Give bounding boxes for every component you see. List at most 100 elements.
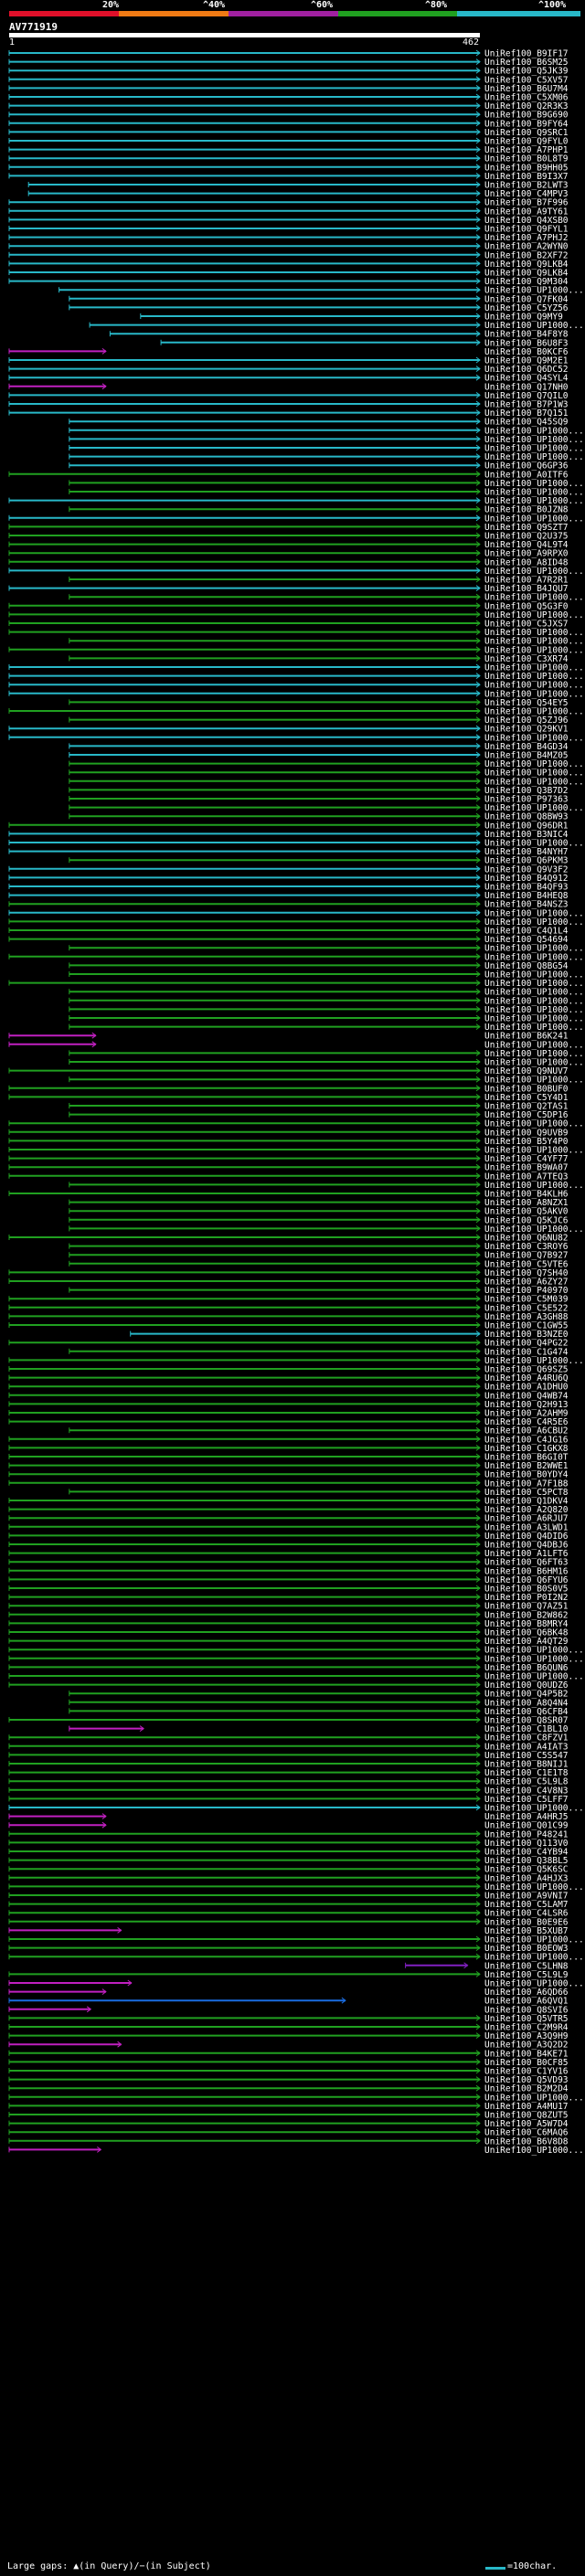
hit-row[interactable]: UniRef100_UP1000... [8,1882,584,1892]
hit-row[interactable]: UniRef100_UP1000... [8,1935,584,1945]
hit-label[interactable]: UniRef100_C3ROY6 [484,1242,569,1252]
hit-label[interactable]: UniRef100_Q113V0 [484,1839,569,1849]
hit-label[interactable]: UniRef100_UP1000... [484,707,584,717]
hit-row[interactable]: UniRef100_Q01C99 [8,1821,569,1831]
hit-label[interactable]: UniRef100_UP1000... [484,1119,584,1129]
hit-row[interactable]: UniRef100_UP1000... [8,1654,584,1664]
hit-label[interactable]: UniRef100_UP1000... [484,1654,584,1664]
hit-row[interactable]: UniRef100_A7TEQ3 [8,1171,569,1182]
hit-row[interactable]: UniRef100_Q9UVB9 [8,1128,569,1138]
hit-row[interactable]: UniRef100_UP1000... [8,681,584,691]
hit-label[interactable]: UniRef100_Q0UDZ6 [484,1680,569,1691]
hit-label[interactable]: UniRef100_Q8ZUT5 [484,2111,569,2121]
hit-label[interactable]: UniRef100_B9HH05 [484,163,569,173]
hit-label[interactable]: UniRef100_UP1000... [484,496,584,506]
hit-label[interactable]: UniRef100_UP1000... [484,1146,584,1156]
hit-label[interactable]: UniRef100_B0E9E6 [484,1917,569,1927]
hit-label[interactable]: UniRef100_B6GI0T [484,1453,569,1463]
hit-label[interactable]: UniRef100_Q6FYU6 [484,1575,569,1585]
hit-row[interactable]: UniRef100_B4NSZ3 [8,900,569,910]
hit-label[interactable]: UniRef100_P40970 [484,1286,569,1296]
hit-row[interactable]: UniRef100_UP1000... [69,1005,584,1015]
hit-label[interactable]: UniRef100_B0L8T9 [484,154,569,164]
hit-label[interactable]: UniRef100_A9RPX0 [484,549,569,559]
hit-label[interactable]: UniRef100_Q9NUV7 [484,1066,569,1076]
hit-label[interactable]: UniRef100_B0EOW3 [484,1944,569,1954]
hit-row[interactable]: UniRef100_C1YV16 [8,2067,569,2077]
hit-label[interactable]: UniRef100_Q96DR1 [484,821,569,831]
hit-row[interactable]: UniRef100_UP1000... [8,645,584,655]
hit-label[interactable]: UniRef100_A7PHP1 [484,145,569,155]
hit-row[interactable]: UniRef100_Q5JK39 [8,67,569,77]
hit-label[interactable]: UniRef100_UP1000... [484,803,584,813]
hit-row[interactable]: UniRef100_Q4XSB0 [8,216,569,226]
hit-label[interactable]: UniRef100_UP1000... [484,1005,584,1015]
hit-label[interactable]: UniRef100_UP1000... [484,1935,584,1945]
hit-label[interactable]: UniRef100_Q8BG54 [484,961,569,971]
hit-label[interactable]: UniRef100_Q4WB74 [484,1391,569,1401]
hit-label[interactable]: UniRef100_A0ITF6 [484,470,569,480]
hit-row[interactable]: UniRef100_C5E522 [8,1303,569,1313]
hit-row[interactable]: UniRef100_UP1000... [8,839,584,849]
hit-row[interactable]: UniRef100_Q54EY5 [69,698,569,708]
hit-label[interactable]: UniRef100_UP1000... [484,645,584,655]
hit-label[interactable]: UniRef100_Q6GP36 [484,461,569,472]
hit-row[interactable]: UniRef100_B4JQU7 [8,584,569,594]
hit-label[interactable]: UniRef100_Q4DBJ6 [484,1541,569,1551]
hit-row[interactable]: UniRef100_UP1000... [69,1023,584,1033]
hit-label[interactable]: UniRef100_B9WA07 [484,1163,569,1173]
hit-row[interactable]: UniRef100_A7F1B8 [8,1479,569,1489]
hit-row[interactable]: UniRef100_UP1000... [8,1979,584,1989]
hit-row[interactable]: UniRef100_A2Q820 [8,1505,569,1515]
hit-row[interactable]: UniRef100_C1G474 [69,1347,569,1357]
hit-row[interactable]: UniRef100_C4MPV3 [27,189,569,199]
hit-row[interactable]: UniRef100_Q2TAS1 [69,1102,569,1112]
hit-label[interactable]: UniRef100_B4HEQ8 [484,891,569,901]
hit-label[interactable]: UniRef100_C5M039 [484,1295,569,1305]
hit-row[interactable]: UniRef100_Q9MY9 [140,313,563,323]
hit-row[interactable]: UniRef100_B6V8D8 [8,2136,569,2147]
hit-row[interactable]: UniRef100_A3GH88 [8,1312,569,1322]
hit-row[interactable]: UniRef100_P97363 [69,795,569,805]
hit-label[interactable]: UniRef100_Q45SQ9 [484,418,569,428]
hit-label[interactable]: UniRef100_Q5K6SC [484,1865,569,1875]
hit-label[interactable]: UniRef100_UP1000... [484,917,584,928]
hit-label[interactable]: UniRef100_C5LFF7 [484,1795,569,1805]
hit-label[interactable]: UniRef100_P0I2N2 [484,1593,569,1603]
hit-label[interactable]: UniRef100_B5Y4P0 [484,1137,569,1147]
hit-label[interactable]: UniRef100_A1LFT6 [484,1549,569,1559]
hit-row[interactable]: UniRef100_B2W862 [8,1610,569,1620]
hit-label[interactable]: UniRef100_Q6CFB4 [484,1707,569,1717]
hit-row[interactable]: UniRef100_Q54694 [8,935,569,945]
hit-row[interactable]: UniRef100_C1BL10 [69,1724,569,1734]
hit-row[interactable]: UniRef100_C4YF77 [8,1154,569,1164]
hit-row[interactable]: UniRef100_Q4P5B2 [69,1690,569,1700]
hit-row[interactable]: UniRef100_A4HRJ5 [8,1812,569,1822]
hit-label[interactable]: UniRef100_B2WWE1 [484,1461,569,1471]
hit-label[interactable]: UniRef100_C5LAM7 [484,1900,569,1910]
hit-row[interactable]: UniRef100_Q9NUV7 [8,1066,569,1076]
hit-label[interactable]: UniRef100_C5JXS7 [484,620,569,630]
hit-label[interactable]: UniRef100_C5S547 [484,1751,569,1761]
hit-row[interactable]: UniRef100_Q96DR1 [8,821,569,831]
hit-row[interactable]: UniRef100_Q5ZJ96 [69,716,569,726]
hit-label[interactable]: UniRef100_UP1000... [484,435,584,445]
hit-label[interactable]: UniRef100_C4Q1L4 [484,927,569,937]
hit-row[interactable]: UniRef100_B0S0V5 [8,1585,569,1595]
hit-label[interactable]: UniRef100_UP1000... [484,1646,584,1656]
hit-label[interactable]: UniRef100_B9G690 [484,111,569,121]
hit-row[interactable]: UniRef100_A6ZY27 [8,1277,569,1288]
hit-label[interactable]: UniRef100_UP1000... [484,1672,584,1682]
hit-row[interactable]: UniRef100_C3XR74 [69,654,569,664]
hit-label[interactable]: UniRef100_B2M2D4 [484,2084,569,2094]
hit-label[interactable]: UniRef100_B4QF93 [484,883,569,893]
hit-label[interactable]: UniRef100_UP1000... [484,488,584,498]
hit-label[interactable]: UniRef100_UP1000... [484,426,584,436]
hit-row[interactable]: UniRef100_B9WA07 [8,1163,569,1173]
hit-label[interactable]: UniRef100_UP1000... [484,1058,584,1068]
hit-row[interactable]: UniRef100_UP1000... [69,1058,584,1068]
hit-row[interactable]: UniRef100_A8ID48 [8,557,569,567]
hit-label[interactable]: UniRef100_C1G474 [484,1347,569,1357]
hit-label[interactable]: UniRef100_C4MPV3 [484,189,569,199]
hit-row[interactable]: UniRef100_Q5AKV0 [69,1207,569,1217]
